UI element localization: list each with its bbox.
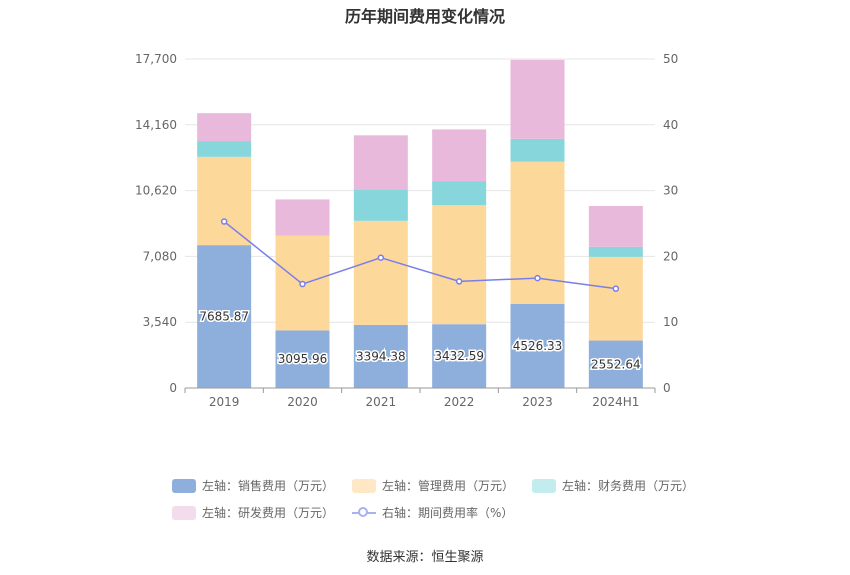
bar-segment-s0-3 [432,324,487,388]
legend-label-rate: 右轴：期间费用率（%） [382,506,514,520]
bar-segment-s3-5 [588,205,643,247]
bar-segment-s1-0 [197,156,252,246]
rate-line [223,220,616,290]
bar-segment-s2-4 [510,138,565,162]
bar-segment-s2-2 [353,189,408,221]
right-axis-tick-label: 30 [663,184,678,198]
right-axis-tick-label: 0 [663,381,671,395]
legend-swatch-admin [352,478,377,493]
bar-segment-s1-2 [353,220,408,325]
x-axis-tick-label: 2023 [522,395,553,409]
bar-segment-s1-3 [432,205,487,325]
bar-series [197,59,643,388]
right-axis-tick-label: 50 [663,52,678,66]
legend-item-admin[interactable]: 左轴：管理费用（万元） [352,477,514,494]
left-axis-tick-label: 3,540 [143,315,177,329]
bar-segment-s3-3 [432,129,487,182]
x-axis-tick-label: 2021 [366,395,397,409]
left-axis-tick-label: 10,620 [135,184,177,198]
data-label-sales: 2552.64 [591,357,641,371]
legend-swatch-finance [532,478,557,493]
rate-line-series [220,218,620,292]
bar-segment-s0-5 [588,340,643,388]
bar-segment-s2-5 [588,246,643,257]
data-labels: 7685.87 3095.96 3394.38 3432.59 4526.33 2552.… [198,308,642,373]
legend: 左轴：销售费用（万元） 左轴：管理费用（万元） 左轴：财务费用（万元） 左轴：研… [172,472,694,526]
data-label-sales: 7685.87 [199,310,249,324]
legend-swatch-rnd [172,505,196,520]
data-label-sales: 3095.96 [278,352,328,366]
bar-segment-s3-1 [275,199,330,236]
bar-segment-s0-2 [353,324,408,388]
bar-segment-s0-4 [510,303,565,388]
legend-swatch-sales [172,478,196,493]
data-label-sales: 4526.33 [513,339,563,353]
bar-segment-s3-2 [353,135,408,190]
rate-point-0 [220,218,228,225]
rate-point-5 [612,285,620,292]
bar-segment-s2-0 [197,141,252,157]
bar-segment-s3-0 [197,113,252,142]
rate-point-4 [534,274,541,282]
legend-item-rnd[interactable]: 左轴：研发费用（万元） [172,504,334,521]
right-axis-tick-label: 20 [663,249,678,263]
data-label-sales: 3432.59 [434,349,484,363]
bar-segment-s0-0 [197,245,252,388]
legend-label-sales: 左轴：销售费用（万元） [202,479,335,493]
source-note: 数据来源：恒生聚源 [366,550,484,565]
legend-label-rnd: 左轴：研发费用（万元） [202,506,335,520]
bar-segment-s2-3 [432,181,487,206]
rate-point-2 [377,254,385,261]
bar-segment-s0-1 [275,330,330,388]
bar-segment-s1-5 [588,256,643,341]
legend-item-sales[interactable]: 左轴：销售费用（万元） [172,477,334,494]
x-axis-tick-label: 2020 [287,395,318,409]
legend-row-1: 左轴：销售费用（万元） 左轴：管理费用（万元） 左轴：财务费用（万元） [172,472,694,499]
axes: 0 3,540 7,080 10,620 14,160 17,700 0 10 20 30 40 50… [135,52,678,409]
left-axis-tick-label: 0 [169,381,177,395]
chart-title: 历年期间费用变化情况 [344,7,505,26]
rate-point-1 [299,280,306,288]
bar-segment-s1-4 [510,161,565,304]
legend-swatch-rate [352,506,377,520]
legend-row-2: 左轴：研发费用（万元） 右轴：期间费用率（%） [172,499,692,526]
right-axis-tick-label: 40 [663,118,678,132]
legend-label-admin: 左轴：管理费用（万元） [382,479,515,493]
legend-label-finance: 左轴：财务费用（万元） [562,479,695,493]
left-axis-tick-label: 17,700 [135,52,177,66]
gridlines [185,58,655,323]
legend-item-rate[interactable]: 右轴：期间费用率（%） [352,504,513,521]
rate-point-3 [455,278,463,285]
right-axis-tick-label: 10 [663,315,678,329]
left-axis-tick-label: 14,160 [135,118,177,132]
x-axis-tick-label: 2024H1 [592,395,639,409]
x-axis-tick-label: 2019 [209,395,240,409]
x-axis-tick-label: 2022 [444,395,475,409]
left-axis-tick-label: 7,080 [143,249,177,263]
data-label-sales: 3394.38 [356,349,406,363]
legend-item-finance[interactable]: 左轴：财务费用（万元） [532,477,694,494]
bar-segment-s3-4 [510,59,565,139]
